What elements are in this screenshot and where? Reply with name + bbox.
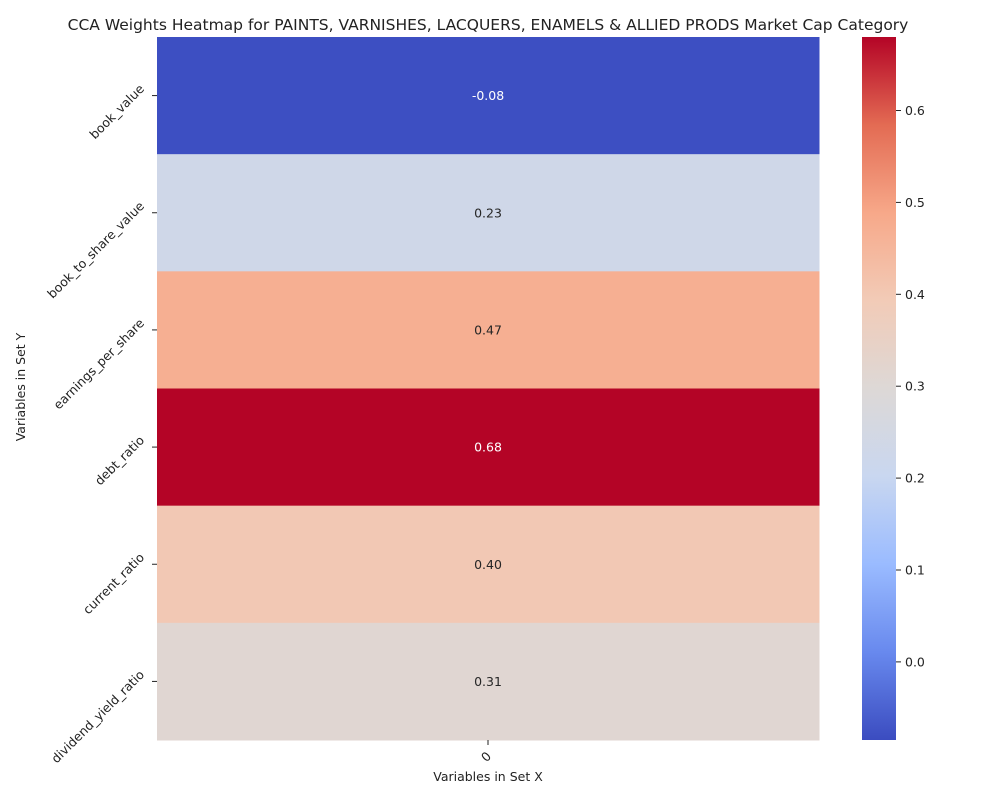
chart-title: CCA Weights Heatmap for PAINTS, VARNISHE… (68, 16, 909, 34)
cell-value-label: 0.31 (474, 674, 502, 689)
y-tick-label: book_value (86, 81, 147, 142)
y-axis-label: Variables in Set Y (13, 332, 28, 441)
y-tick-label: earnings_per_share (50, 315, 147, 412)
colorbar-tick-label: 0.4 (905, 287, 925, 302)
y-tick-label: book_to_share_value (44, 198, 147, 301)
y-axis: book_value book_to_share_value earnings_pe… (44, 81, 157, 766)
y-tick-label: dividend_yield_ratio (48, 667, 147, 766)
heatmap-cell (157, 505, 820, 624)
colorbar (862, 37, 896, 740)
colorbar-tick-label: 0.6 (905, 103, 925, 118)
heatmap-cell (157, 388, 820, 507)
x-axis: 0 (478, 740, 494, 765)
heatmap-cell (157, 37, 820, 155)
colorbar-tick-label: 0.5 (905, 195, 925, 210)
y-tick-label: debt_ratio (92, 433, 148, 489)
colorbar-axis: 0.0 0.1 0.2 0.3 0.4 0.5 0.6 (896, 103, 925, 669)
y-tick-label: current_ratio (80, 550, 147, 617)
cell-value-label: 0.47 (474, 322, 502, 337)
cell-value-label: 0.68 (474, 440, 502, 455)
heatmap-cell (157, 271, 820, 389)
colorbar-tick-label: 0.1 (905, 562, 925, 577)
colorbar-tick-label: 0.3 (905, 379, 925, 394)
heatmap-cell (157, 154, 820, 272)
x-tick-label: 0 (478, 748, 494, 764)
cell-value-label: -0.08 (472, 88, 504, 103)
cell-value-label: 0.40 (474, 557, 502, 572)
heatmap-cell (157, 622, 820, 741)
colorbar-tick-label: 0.2 (905, 471, 925, 486)
cell-value-label: 0.23 (474, 205, 502, 220)
x-axis-label: Variables in Set X (433, 769, 543, 784)
heatmap-cells: -0.08 0.23 0.47 0.68 0.40 0.31 (157, 37, 820, 741)
colorbar-tick-label: 0.0 (905, 654, 925, 669)
